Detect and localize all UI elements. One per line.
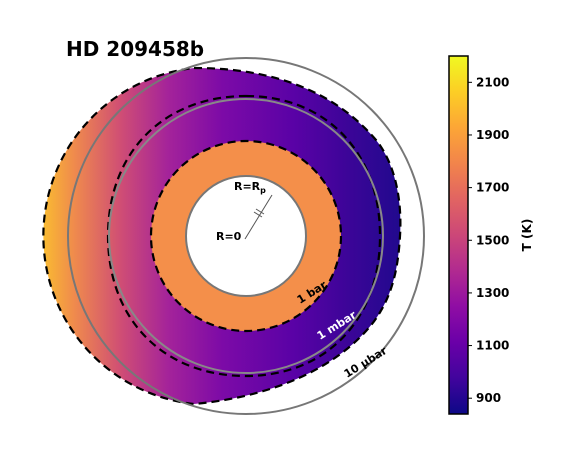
- colorbar-tick-label: 2100: [476, 75, 509, 89]
- colorbar-tick-label: 1100: [476, 339, 509, 353]
- colorbar-label: T (K): [520, 219, 534, 252]
- colorbar-tick-label: 900: [476, 391, 501, 405]
- contour-1mbar: [106, 94, 382, 378]
- reference-circle-outer: [67, 57, 425, 415]
- inner-radius-label: R=Rp: [234, 180, 266, 195]
- core-disc: [185, 175, 307, 297]
- colorbar-tick-label: 1900: [476, 128, 509, 142]
- reference-circle-inner: [108, 98, 384, 374]
- colorbar-tick-label: 1700: [476, 181, 509, 195]
- colorbar-tick-label: 1300: [476, 286, 509, 300]
- inner-radius-subscript: p: [260, 186, 266, 195]
- center-label: R=0: [216, 230, 242, 243]
- pressure-label-10ubar: 10 μbar: [342, 344, 390, 381]
- radius-indicator: [244, 194, 273, 240]
- colorbar-ticks: 900 1100 1300 1500 1700 1900 2100: [468, 75, 509, 405]
- colorbar: [448, 55, 469, 415]
- colorbar-tick-label: 1500: [476, 233, 509, 247]
- contour-1bar: [149, 139, 343, 333]
- chart-title: HD 209458b: [66, 37, 204, 61]
